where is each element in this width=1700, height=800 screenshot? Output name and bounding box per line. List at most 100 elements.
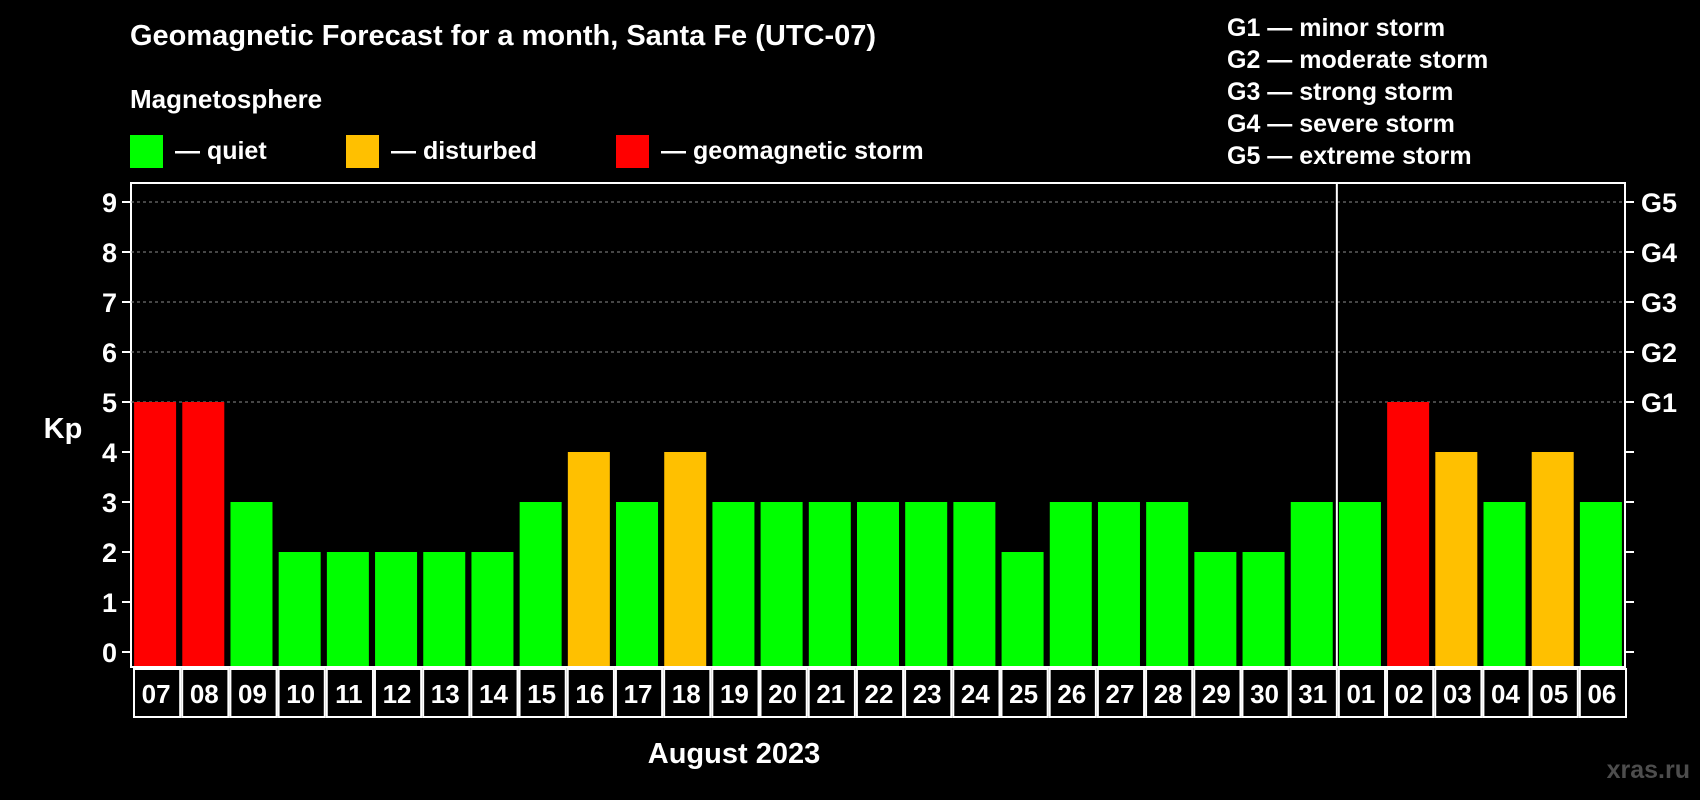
x-tick-label-28: 28	[1154, 679, 1183, 709]
x-tick-label-06: 06	[1587, 679, 1616, 709]
x-tick-label-19: 19	[720, 679, 749, 709]
y-tick-label-2: 2	[102, 538, 117, 568]
bar-23	[905, 502, 948, 666]
legend-quiet-label: — quiet	[175, 136, 267, 165]
x-tick-label-30: 30	[1250, 679, 1279, 709]
x-label-box-09	[229, 668, 278, 718]
right-axis-label-G2: G2	[1641, 338, 1677, 368]
y-tick-label-3: 3	[102, 488, 117, 518]
x-tick-label-17: 17	[624, 679, 653, 709]
x-tick-label-02: 02	[1395, 679, 1424, 709]
y-tick-label-8: 8	[102, 238, 117, 268]
x-tick-label-09: 09	[238, 679, 267, 709]
bar-14	[471, 552, 514, 666]
x-tick-label-29: 29	[1202, 679, 1231, 709]
x-label-box-05	[1530, 668, 1579, 718]
x-tick-label-23: 23	[913, 679, 942, 709]
y-tick-label-6: 6	[102, 338, 117, 368]
x-tick-label-14: 14	[479, 679, 508, 709]
y-tick-label-7: 7	[102, 288, 117, 318]
x-label-box-14	[470, 668, 519, 718]
x-label-box-20	[759, 668, 808, 718]
legend-disturbed-swatch	[346, 134, 379, 168]
x-tick-label-01: 01	[1346, 679, 1375, 709]
x-tick-label-26: 26	[1057, 679, 1086, 709]
y-tick-label-5: 5	[102, 388, 117, 418]
x-tick-label-18: 18	[672, 679, 701, 709]
right-axis-label-G3: G3	[1641, 288, 1677, 318]
bar-29	[1194, 552, 1237, 666]
x-label-box-07	[133, 668, 182, 718]
right-axis-label-G5: G5	[1641, 188, 1677, 218]
right-axis-label-G4: G4	[1641, 238, 1677, 268]
bar-08	[182, 402, 225, 666]
x-label-box-28	[1145, 668, 1194, 718]
storm-scale-g5: G5 — extreme storm	[1227, 142, 1472, 170]
bar-21	[808, 502, 851, 666]
legend-storm: — geomagnetic storm	[616, 134, 924, 168]
bar-10	[278, 552, 321, 666]
bar-19	[712, 502, 755, 666]
bar-25	[1001, 552, 1044, 666]
x-tick-label-08: 08	[190, 679, 219, 709]
x-tick-label-03: 03	[1443, 679, 1472, 709]
x-axis-label: August 2023	[648, 738, 820, 770]
bar-16	[567, 452, 610, 666]
x-label-box-06	[1578, 668, 1627, 718]
x-label-box-17	[614, 668, 664, 718]
bar-05	[1531, 452, 1574, 666]
watermark: xras.ru	[1606, 756, 1690, 784]
x-label-box-24	[952, 668, 1001, 718]
y-tick-label-1: 1	[102, 588, 117, 618]
y-axis-label: Kp	[44, 413, 83, 445]
bar-18	[664, 452, 707, 666]
x-label-box-19	[711, 668, 760, 718]
bar-06	[1579, 502, 1622, 666]
x-label-box-08	[181, 668, 230, 718]
x-label-box-21	[807, 668, 856, 718]
x-label-box-25	[1000, 668, 1049, 718]
storm-scale-legend: G1 — minor storm G2 — moderate storm G3 …	[1227, 12, 1488, 172]
x-label-box-23	[904, 668, 953, 718]
x-label-box-29	[1193, 668, 1242, 718]
bar-24	[953, 502, 996, 666]
bar-30	[1242, 552, 1285, 666]
x-label-box-03	[1434, 668, 1483, 718]
x-label-box-01	[1337, 668, 1387, 718]
x-label-box-15	[518, 668, 567, 718]
bar-03	[1435, 452, 1478, 666]
bar-01	[1338, 502, 1381, 666]
legend-storm-label: — geomagnetic storm	[661, 136, 924, 165]
bar-11	[326, 552, 369, 666]
x-tick-label-25: 25	[1009, 679, 1038, 709]
legend-disturbed-label: — disturbed	[391, 136, 537, 165]
x-tick-label-04: 04	[1491, 679, 1520, 709]
x-tick-label-21: 21	[816, 679, 845, 709]
bar-09	[230, 502, 273, 666]
x-tick-label-24: 24	[961, 679, 990, 709]
section-label: Magnetosphere	[130, 84, 323, 114]
bar-27	[1097, 502, 1140, 666]
bar-02	[1387, 402, 1430, 666]
x-label-box-31	[1289, 668, 1338, 718]
x-label-box-18	[663, 668, 712, 718]
x-tick-label-16: 16	[575, 679, 604, 709]
x-label-box-11	[325, 668, 374, 718]
right-axis-label-G1: G1	[1641, 388, 1677, 418]
x-tick-label-05: 05	[1539, 679, 1568, 709]
chart-title: Geomagnetic Forecast for a month, Santa …	[130, 20, 877, 52]
bar-12	[375, 552, 418, 666]
storm-scale-g1: G1 — minor storm	[1227, 14, 1446, 42]
x-tick-label-27: 27	[1106, 679, 1135, 709]
bar-13	[423, 552, 466, 666]
bar-17	[616, 502, 659, 666]
plot-frame	[130, 182, 1626, 668]
x-label-box-22	[855, 668, 905, 718]
x-label-box-02	[1386, 668, 1435, 718]
x-tick-label-22: 22	[865, 679, 894, 709]
bar-31	[1290, 502, 1333, 666]
x-label-box-16	[566, 668, 615, 718]
bar-26	[1049, 502, 1092, 666]
storm-scale-g4: G4 — severe storm	[1227, 110, 1455, 138]
